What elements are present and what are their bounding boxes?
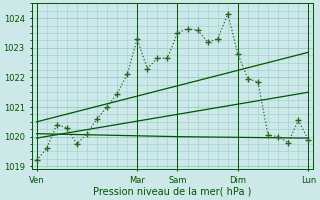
X-axis label: Pression niveau de la mer( hPa ): Pression niveau de la mer( hPa ): [93, 187, 252, 197]
